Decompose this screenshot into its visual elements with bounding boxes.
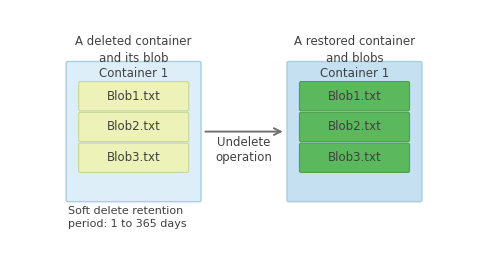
- FancyBboxPatch shape: [79, 112, 189, 142]
- Text: Container 1: Container 1: [99, 67, 168, 80]
- Text: Blob2.txt: Blob2.txt: [327, 121, 382, 133]
- FancyBboxPatch shape: [300, 143, 409, 172]
- Text: Blob3.txt: Blob3.txt: [107, 151, 160, 164]
- FancyBboxPatch shape: [79, 82, 189, 111]
- Text: A restored container
and blobs: A restored container and blobs: [294, 35, 415, 65]
- Text: Undelete
operation: Undelete operation: [216, 136, 273, 164]
- FancyBboxPatch shape: [300, 112, 409, 142]
- Text: Blob1.txt: Blob1.txt: [327, 90, 382, 103]
- Text: Container 1: Container 1: [320, 67, 389, 80]
- FancyBboxPatch shape: [300, 82, 409, 111]
- FancyBboxPatch shape: [287, 61, 422, 202]
- Text: Blob1.txt: Blob1.txt: [107, 90, 161, 103]
- Text: Blob2.txt: Blob2.txt: [107, 121, 161, 133]
- FancyBboxPatch shape: [66, 61, 201, 202]
- Text: Soft delete retention
period: 1 to 365 days: Soft delete retention period: 1 to 365 d…: [68, 206, 186, 229]
- Text: A deleted container
and its blob: A deleted container and its blob: [75, 35, 192, 65]
- Text: Blob3.txt: Blob3.txt: [328, 151, 382, 164]
- FancyBboxPatch shape: [79, 143, 189, 172]
